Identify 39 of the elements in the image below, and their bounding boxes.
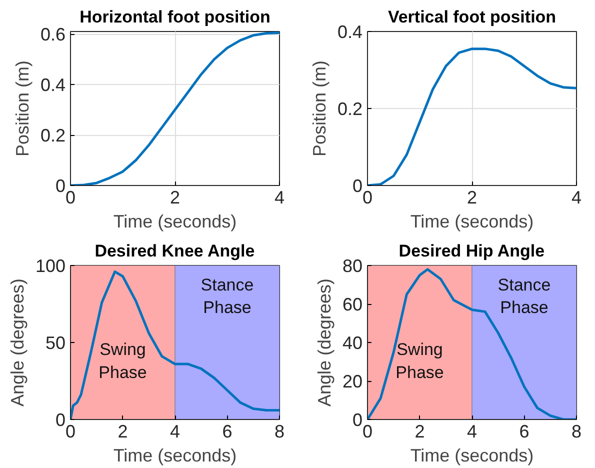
x-tick-label: 2: [466, 188, 478, 208]
x-tick-label: 4: [571, 188, 582, 208]
x-axis-title: Time (seconds): [113, 212, 237, 232]
y-tick-label: 0.4: [40, 75, 66, 96]
y-axis-title: Position (m): [12, 60, 32, 157]
y-tick-label: 50: [45, 333, 66, 353]
y-tick-label: 0.2: [337, 99, 363, 119]
y-tick-label: 0.6: [40, 24, 66, 45]
y-axis-title: Position (m): [309, 60, 330, 157]
x-tick-label: 8: [274, 422, 285, 442]
x-tick-label: 8: [571, 422, 582, 442]
x-tick-label: 6: [519, 422, 530, 442]
chart-title: Desired Knee Angle: [94, 242, 255, 260]
chart-title: Desired Hip Angle: [398, 242, 545, 260]
y-axis-title: Angle (degrees): [7, 278, 28, 407]
chart-title: Horizontal foot position: [80, 8, 270, 26]
band-label: Swing Phase: [396, 340, 444, 382]
y-tick-label: 80: [342, 256, 363, 276]
band-label: Swing Phase: [98, 340, 147, 382]
x-tick-label: 2: [170, 188, 180, 208]
y-tick-label: 20: [342, 372, 363, 392]
x-tick-label: 4: [274, 188, 285, 208]
x-tick-label: 4: [170, 422, 180, 442]
chart-title: Vertical foot position: [388, 8, 556, 26]
x-axis-title: Time (seconds): [113, 446, 237, 466]
x-tick-label: 4: [466, 422, 478, 442]
x-tick-label: 2: [414, 422, 425, 442]
x-axis-title: Time (seconds): [410, 212, 534, 232]
x-axis-title: Time (seconds): [410, 446, 534, 466]
x-tick-label: 6: [222, 422, 232, 442]
y-tick-label: 60: [342, 294, 363, 314]
y-tick-label: 40: [342, 333, 363, 353]
y-axis-title: Angle (degrees): [314, 278, 334, 407]
y-tick-label: 0.2: [40, 126, 66, 146]
x-tick-label: 2: [118, 422, 128, 442]
y-tick-label: 100: [35, 256, 66, 276]
y-tick-label: 0.4: [337, 22, 363, 42]
band-label: Stance Phase: [498, 275, 551, 318]
band-label: Stance Phase: [200, 275, 254, 318]
